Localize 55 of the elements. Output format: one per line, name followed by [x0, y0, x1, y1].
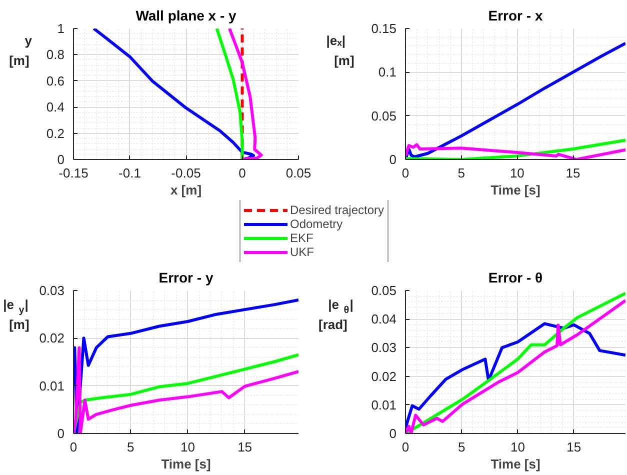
- y-tick-label: 0.4: [46, 100, 65, 115]
- y-tick-label: 0: [57, 152, 65, 167]
- line-series: [215, 28, 244, 160]
- y-tick-label: 0.2: [46, 126, 65, 141]
- x-axis-title: Time [s]: [161, 456, 211, 472]
- y-tick-label: 0.8: [46, 47, 65, 62]
- y-axis-title: y [m]: [9, 33, 33, 68]
- x-tick-label: -0.1: [118, 166, 141, 180]
- x-tick-label: 0.05: [286, 166, 312, 180]
- y-tick-label: 0.03: [39, 283, 65, 298]
- chart-title: Error - y: [158, 270, 214, 286]
- y-tick-label: 0.02: [371, 368, 397, 384]
- chart-title: Wall plane x - y: [136, 8, 237, 24]
- y-tick-label: 0.05: [371, 283, 397, 298]
- x-tick-label: 10: [180, 440, 195, 454]
- line-series: [228, 28, 263, 160]
- chart-title: Error - θ: [488, 270, 543, 286]
- y-tick-label: 0: [389, 426, 397, 441]
- x-tick-label: 10: [510, 166, 524, 180]
- legend-label: UKF: [290, 245, 314, 259]
- x-axis-title: Time [s]: [490, 456, 540, 472]
- x-tick-label: -0.05: [171, 166, 201, 180]
- y-tick-label: 0.15: [371, 21, 397, 36]
- x-tick-label: 0: [402, 440, 410, 454]
- x-tick-label: 5: [458, 440, 466, 454]
- y-tick-label: 0.6: [46, 73, 65, 88]
- x-tick-label: 0: [238, 166, 246, 180]
- x-tick-label: 0: [402, 166, 410, 180]
- y-tick-label: 0.01: [371, 397, 397, 412]
- line-series: [92, 28, 255, 160]
- y-axis-title: |eₓ| [m]: [326, 33, 354, 68]
- line-series: [406, 322, 626, 430]
- y-tick-label: 0.05: [371, 108, 397, 124]
- x-tick-label: 15: [238, 440, 252, 454]
- y-tick-label: 0: [389, 152, 397, 167]
- x-tick-label: 10: [510, 440, 525, 454]
- x-tick-label: -0.15: [58, 166, 88, 180]
- y-tick-label: 0.04: [371, 312, 397, 327]
- x-tick-label: 5: [126, 440, 134, 454]
- x-tick-label: 5: [458, 166, 465, 180]
- legend-label: Odometry: [290, 217, 343, 231]
- y-tick-label: 0.02: [39, 330, 65, 346]
- legend-label: Desired trajectory: [290, 203, 384, 217]
- chart-title: Error - x: [488, 8, 543, 24]
- x-axis-title: x [m]: [170, 182, 202, 198]
- x-tick-label: 15: [566, 440, 582, 454]
- y-tick-label: 0: [57, 426, 65, 441]
- legend-label: EKF: [290, 231, 314, 245]
- y-tick-label: 0.01: [39, 378, 65, 394]
- y-tick-label: 0.1: [378, 64, 397, 80]
- y-tick-label: 1: [57, 21, 65, 36]
- x-tick-label: 15: [566, 166, 580, 180]
- x-axis-title: Time [s]: [490, 182, 540, 198]
- x-tick-label: 0: [70, 440, 78, 454]
- y-tick-label: 0.03: [371, 340, 397, 356]
